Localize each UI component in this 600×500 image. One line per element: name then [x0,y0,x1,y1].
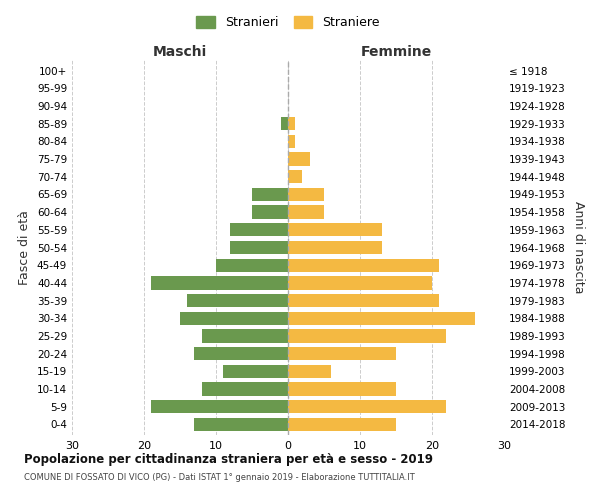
Bar [288,258,439,272]
Text: Popolazione per cittadinanza straniera per età e sesso - 2019: Popolazione per cittadinanza straniera p… [24,452,433,466]
Bar [288,188,324,201]
Text: Maschi: Maschi [153,45,207,59]
Bar [288,364,331,378]
Bar [202,330,288,342]
Bar [194,418,288,431]
Bar [288,223,382,236]
Y-axis label: Fasce di età: Fasce di età [19,210,31,285]
Bar [180,312,288,325]
Legend: Stranieri, Straniere: Stranieri, Straniere [191,11,385,34]
Bar [151,276,288,289]
Bar [288,294,439,307]
Text: Femmine: Femmine [361,45,431,59]
Bar [151,400,288,413]
Bar [288,400,446,413]
Bar [288,276,432,289]
Bar [288,152,310,166]
Bar [288,134,295,148]
Bar [187,294,288,307]
Bar [288,347,396,360]
Bar [252,188,288,201]
Bar [288,418,396,431]
Bar [202,382,288,396]
Bar [288,170,302,183]
Bar [216,258,288,272]
Text: COMUNE DI FOSSATO DI VICO (PG) - Dati ISTAT 1° gennaio 2019 - Elaborazione TUTTI: COMUNE DI FOSSATO DI VICO (PG) - Dati IS… [24,472,415,482]
Y-axis label: Anni di nascita: Anni di nascita [572,201,585,294]
Bar [288,206,324,219]
Bar [230,223,288,236]
Bar [194,347,288,360]
Bar [252,206,288,219]
Bar [288,382,396,396]
Bar [230,241,288,254]
Bar [288,312,475,325]
Bar [281,117,288,130]
Bar [223,364,288,378]
Bar [288,117,295,130]
Bar [288,330,446,342]
Bar [288,241,382,254]
